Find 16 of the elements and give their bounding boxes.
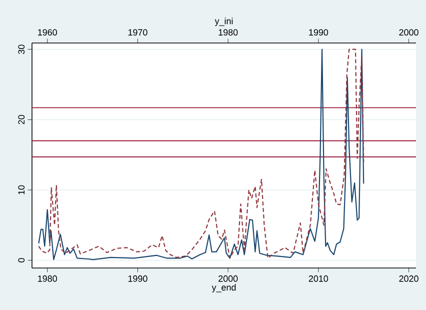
x2-tick-label: 1960: [38, 29, 57, 36]
x2-tick-label: 1970: [128, 29, 148, 36]
y-tick-label: 10: [18, 185, 25, 194]
x-tick-label: 2020: [399, 275, 418, 282]
y-tick-label: 30: [18, 44, 25, 54]
x-tick-label: 1980: [38, 275, 57, 282]
x2-tick-label: 1980: [218, 29, 238, 36]
x-tick-label: 2000: [218, 275, 238, 282]
x2-tick-label: 2000: [399, 29, 418, 36]
x-axis-title: y_end: [212, 284, 236, 292]
x2-tick-label: 1990: [309, 29, 328, 36]
x2-axis-title: y_ini: [214, 18, 233, 26]
x-tick-label: 1990: [128, 275, 148, 282]
x-tick-label: 2010: [308, 275, 328, 282]
y-tick-label: 0: [18, 258, 25, 262]
y-tick-label: 20: [18, 115, 25, 124]
